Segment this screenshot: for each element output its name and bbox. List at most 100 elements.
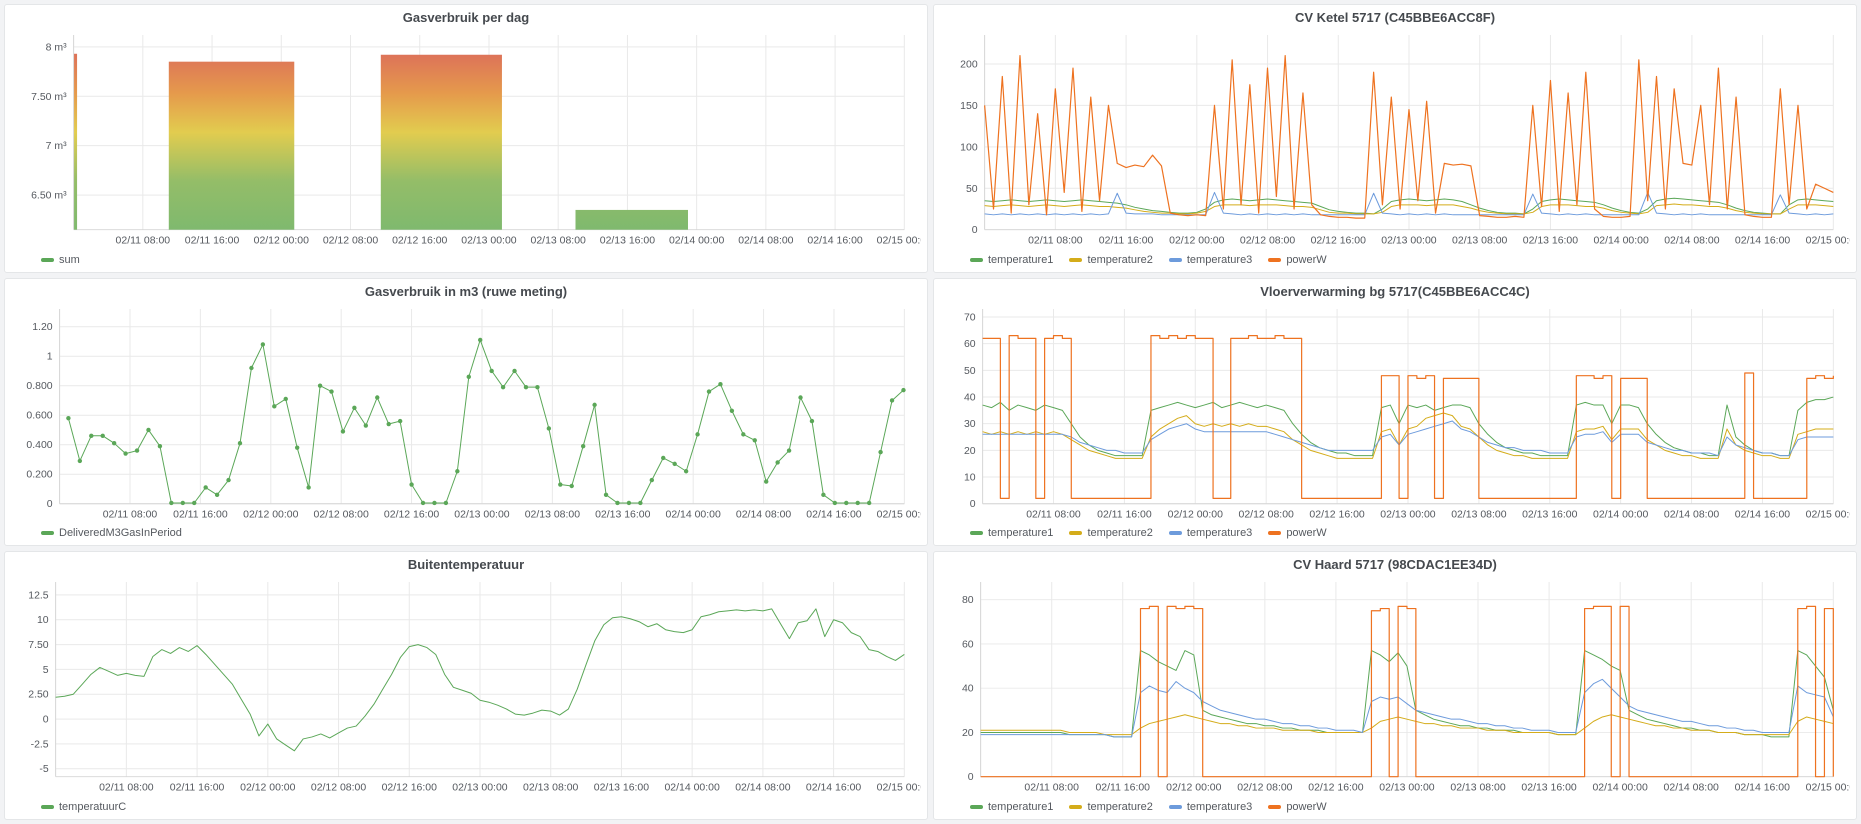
y-tick-label: 40 (962, 684, 974, 695)
y-tick-label: 30 (964, 419, 976, 430)
y-tick-label: 0.800 (26, 381, 52, 392)
legend-item-temperature3[interactable]: temperature3 (1168, 253, 1253, 266)
bar[interactable] (380, 54, 502, 230)
panel-title[interactable]: CV Ketel 5717 (C45BBE6ACC8F) (1294, 10, 1496, 25)
cv-haard-chart[interactable]: 80 60 40 20 0 02/11 08:00 02/11 16:00 02/12 00:… (940, 574, 1850, 797)
panel-title[interactable]: Buitentemperatuur (407, 557, 525, 573)
panel-title[interactable]: Gasverbruik per dag (402, 10, 530, 25)
x-tick-label: 02/11 08:00 (1028, 236, 1083, 247)
bar[interactable] (575, 209, 688, 230)
y-tick-label: 10 (964, 472, 976, 483)
x-tick-label: 02/15 00:00 (877, 236, 921, 247)
legend-swatch (1168, 257, 1182, 262)
y-tick-label: -2.5 (31, 740, 49, 751)
x-tick-label: 02/12 08:00 (314, 509, 369, 520)
legend-item-sum[interactable]: sum (41, 254, 80, 266)
legend-label: temperature2 (1087, 800, 1153, 813)
legend-label: powerW (1286, 253, 1327, 266)
y-tick-label: 7.50 (28, 640, 49, 651)
y-tick-label: 1.20 (32, 322, 53, 333)
x-tick-label: 02/11 16:00 (185, 236, 240, 247)
gasverbruik-m3-chart[interactable]: 1.20 1 0.800 0.600 0.400 0.200 0 02/11 08:00 02/… (11, 301, 921, 524)
bar[interactable] (74, 53, 78, 230)
legend-item-temperature3[interactable]: temperature3 (1168, 527, 1253, 540)
x-tick-label: 02/14 16:00 (806, 509, 861, 520)
y-tick-label: -5 (39, 765, 48, 776)
x-tick-label: 02/11 08:00 (116, 236, 171, 247)
legend-item-DeliveredM3GasInPeriod[interactable]: DeliveredM3GasInPeriod (41, 527, 182, 539)
x-tick-label: 02/15 00:00 (1806, 509, 1850, 520)
y-tick-label: 0.200 (26, 469, 52, 480)
x-tick-label: 02/14 16:00 (1735, 783, 1790, 794)
x-tick-label: 02/11 08:00 (1026, 509, 1081, 520)
legend-item-temperature1[interactable]: temperature1 (970, 801, 1053, 813)
legend-swatch (970, 257, 983, 262)
x-tick-label: 02/14 00:00 (669, 236, 724, 247)
legend-item-temperature2[interactable]: temperature2 (1069, 800, 1153, 813)
x-tick-label: 02/14 00:00 (1593, 236, 1648, 247)
series-DeliveredM3GasInPeriod (67, 339, 904, 504)
series-temperatuurC (55, 608, 905, 752)
legend: temperatuurC (11, 797, 921, 817)
panel-title[interactable]: Gasverbruik in m3 (ruwe meting) (364, 283, 568, 299)
legend-label: temperature3 (1186, 800, 1253, 813)
legend-label: temperature1 (988, 527, 1054, 540)
y-tick-label: 50 (964, 365, 976, 376)
y-tick-label: 0 (47, 499, 53, 510)
legend-swatch (1168, 804, 1182, 809)
legend-item-temperature2[interactable]: temperature2 (1069, 527, 1153, 539)
vloerverwarming-chart[interactable]: 70 60 50 40 30 20 10 0 02/11 08:00 02/11 16:00 02/… (940, 301, 1850, 524)
legend-label: sum (59, 253, 80, 266)
x-tick-label: 02/13 00:00 (452, 783, 507, 794)
x-tick-label: 02/12 16:00 (384, 509, 439, 520)
legend-swatch (1069, 531, 1083, 536)
legend-item-temperature2[interactable]: temperature2 (1069, 254, 1153, 266)
x-tick-label: 02/13 08:00 (1452, 236, 1507, 247)
x-tick-label: 02/11 16:00 (173, 509, 228, 520)
legend-item-temperatuurC[interactable]: temperatuurC (41, 801, 126, 813)
legend-item-powerW[interactable]: powerW (1268, 801, 1327, 813)
legend-item-temperature3[interactable]: temperature3 (1168, 800, 1253, 813)
legend-item-temperature1[interactable]: temperature1 (970, 254, 1053, 266)
buitentemperatuur-chart[interactable]: 12.5 10 7.50 5 2.50 0 -2.5 -5 02/11 08:00 02/11 1… (11, 574, 921, 797)
x-tick-label: 02/12 16:00 (1311, 236, 1366, 247)
legend-label: temperature3 (1186, 527, 1253, 540)
x-tick-label: 02/12 00:00 (1169, 236, 1224, 247)
legend-label: temperature1 (988, 800, 1054, 813)
y-tick-label: 6.50 m³ (31, 191, 67, 202)
panel-title[interactable]: CV Haard 5717 (98CDAC1EE34D) (1293, 557, 1497, 573)
x-tick-label: 02/12 16:00 (392, 236, 447, 247)
series-temperature3 (984, 191, 1834, 216)
cv-ketel-chart[interactable]: 200 150 100 50 0 02/11 08:00 02/11 16:00 02/12 … (940, 27, 1850, 250)
x-tick-label: 02/13 08:00 (525, 509, 580, 520)
x-tick-label: 02/11 08:00 (103, 509, 158, 520)
x-tick-label: 02/15 00:00 (1806, 236, 1850, 247)
panel-gasverbruik-per-dag: Gasverbruik per dag 8 m³ 7.50 m³ 7 m³ 6.50 … (4, 4, 928, 273)
panel-title[interactable]: Vloerverwarming bg 5717(C45BBE6ACC4C) (1260, 283, 1530, 299)
legend-item-temperature1[interactable]: temperature1 (970, 527, 1053, 539)
bar[interactable] (168, 61, 295, 230)
legend-item-powerW[interactable]: powerW (1268, 527, 1327, 539)
x-tick-label: 02/14 08:00 (738, 236, 793, 247)
gasverbruik-per-dag-chart[interactable]: 8 m³ 7.50 m³ 7 m³ 6.50 m³ 02/11 08:00 02/11 1… (11, 27, 921, 250)
legend: temperature1 temperature2 temperature3 powe… (940, 523, 1850, 543)
y-tick-label: 12.5 (28, 591, 49, 602)
panel-buitentemperatuur: Buitentemperatuur 12.5 10 7.50 5 2.50 0 -2.5 -5… (4, 551, 928, 820)
x-tick-label: 02/14 08:00 (1664, 236, 1719, 247)
legend: DeliveredM3GasInPeriod (11, 523, 921, 543)
x-tick-label: 02/13 00:00 (1380, 509, 1435, 520)
y-tick-label: 1 (47, 351, 53, 362)
x-tick-label: 02/13 16:00 (594, 783, 649, 794)
x-tick-label: 02/13 08:00 (523, 783, 578, 794)
legend-item-powerW[interactable]: powerW (1268, 253, 1327, 266)
panel-cv-ketel: CV Ketel 5717 (C45BBE6ACC8F) 200 150 100 50… (933, 4, 1857, 273)
x-tick-label: 02/12 08:00 (323, 236, 378, 247)
legend-label: temperature3 (1186, 253, 1253, 266)
x-tick-label: 02/14 00:00 (1592, 783, 1647, 794)
x-tick-label: 02/13 08:00 (1450, 783, 1505, 794)
x-tick-label: 02/12 00:00 (254, 236, 309, 247)
legend: temperature1 temperature2 temperature3 powe… (940, 797, 1850, 817)
y-tick-label: 20 (962, 728, 974, 739)
x-tick-label: 02/12 00:00 (1166, 783, 1221, 794)
panel-cv-haard: CV Haard 5717 (98CDAC1EE34D) 80 60 40 20 0 02… (933, 551, 1857, 820)
